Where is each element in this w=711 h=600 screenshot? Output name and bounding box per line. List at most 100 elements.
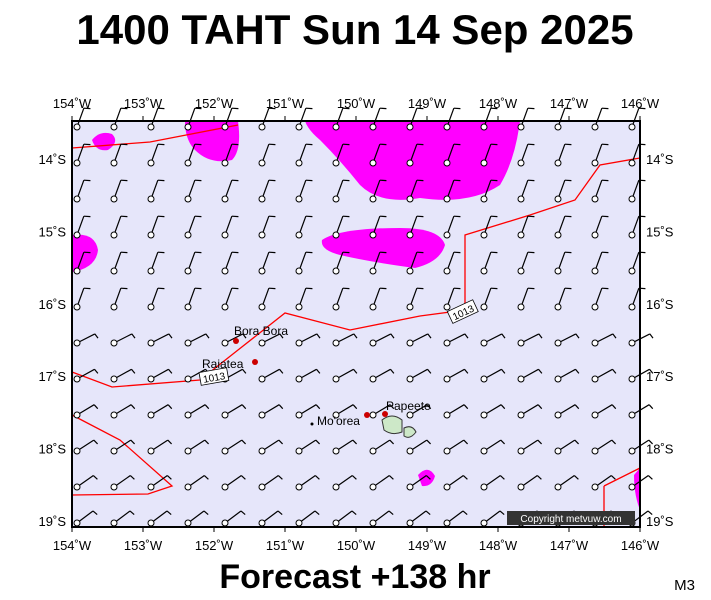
barb-flag <box>390 333 395 339</box>
barb-flag <box>277 510 283 516</box>
barb-station <box>295 267 303 275</box>
barb-station <box>73 195 81 203</box>
barb-station <box>147 159 155 167</box>
barb-flag <box>316 333 321 339</box>
barb-flag <box>427 368 432 374</box>
barb-station <box>258 339 266 347</box>
barb-flag <box>575 333 580 339</box>
lat-label: 17˚S <box>39 369 67 384</box>
barb-station <box>406 303 414 311</box>
barb-station <box>369 519 377 527</box>
rain-areas <box>72 121 640 510</box>
barb-flag <box>279 333 284 339</box>
lat-label: 15˚S <box>646 224 674 239</box>
footer: Forecast +138 hr <box>219 558 490 596</box>
barb-flag <box>315 404 321 410</box>
barb-station <box>591 339 599 347</box>
barb-station <box>147 267 155 275</box>
barb-station <box>295 411 303 419</box>
barb-station <box>480 411 488 419</box>
barb-station <box>258 195 266 203</box>
barb-flag <box>352 439 358 445</box>
barb-station <box>591 483 599 491</box>
barb-station <box>591 123 599 131</box>
barb-flag <box>500 439 506 445</box>
barb-flag <box>388 475 394 480</box>
barb-station <box>221 231 229 239</box>
barb-station <box>332 447 340 455</box>
barb-station <box>184 195 192 203</box>
barb-flag <box>315 439 321 445</box>
barb-station <box>591 267 599 275</box>
barb-station <box>295 159 303 167</box>
lon-label: 153˚W <box>124 96 163 111</box>
lon-label: 154˚W <box>53 96 92 111</box>
barb-station <box>295 123 303 131</box>
barb-station <box>369 267 377 275</box>
barb-flag <box>203 475 209 480</box>
lon-label: 151˚W <box>266 96 305 111</box>
barb-station <box>480 303 488 311</box>
barb-flag <box>575 368 580 374</box>
barb-station <box>480 483 488 491</box>
barb-station <box>184 303 192 311</box>
lat-label: 14˚S <box>39 152 67 167</box>
barb-station <box>517 447 525 455</box>
barb-flag <box>168 333 173 339</box>
barb-flag <box>464 333 469 339</box>
barb-flag <box>647 510 653 516</box>
barb-station <box>517 123 525 131</box>
barb-station <box>406 483 414 491</box>
barb-flag <box>314 475 320 480</box>
barb-station <box>110 339 118 347</box>
barb-station <box>480 339 488 347</box>
barb-flag <box>574 404 580 410</box>
barb-station <box>480 231 488 239</box>
barb-station <box>369 231 377 239</box>
barb-flag <box>574 439 580 445</box>
barb-station <box>406 267 414 275</box>
barb-station <box>369 123 377 131</box>
barb-flag <box>242 368 247 374</box>
barb-station <box>258 123 266 131</box>
barb-station <box>221 339 229 347</box>
barb-station <box>73 447 81 455</box>
barb-station <box>406 159 414 167</box>
barb-station <box>295 519 303 527</box>
barb-flag <box>611 439 617 445</box>
barb-station <box>628 483 636 491</box>
barb-station <box>147 339 155 347</box>
barb-flag <box>463 439 469 445</box>
barb-station <box>628 267 636 275</box>
barb-station <box>554 195 562 203</box>
barb-flag <box>389 439 395 445</box>
barb-station <box>517 375 525 383</box>
barb-station <box>628 375 636 383</box>
barb-station <box>73 339 81 347</box>
barb-station <box>73 159 81 167</box>
barb-station <box>406 195 414 203</box>
barb-station <box>332 339 340 347</box>
barb-flag <box>93 404 99 410</box>
barb-station <box>517 231 525 239</box>
place-label: Papeete <box>386 399 431 413</box>
lat-label: 19˚S <box>39 514 67 529</box>
barb-station <box>591 195 599 203</box>
barb-station <box>147 411 155 419</box>
lat-label: 15˚S <box>39 224 67 239</box>
barb-station <box>110 231 118 239</box>
lat-label: 18˚S <box>39 442 67 457</box>
barb-flag <box>278 439 284 445</box>
barb-flag <box>92 475 98 480</box>
barb-station <box>406 123 414 131</box>
barb-flag <box>94 333 99 339</box>
lon-label: 151˚W <box>266 538 305 553</box>
barb-flag <box>648 404 654 410</box>
barb-station <box>221 123 229 131</box>
barb-station <box>184 519 192 527</box>
barb-station <box>443 231 451 239</box>
barb-flag <box>316 368 321 374</box>
barb-station <box>258 159 266 167</box>
barb-station <box>147 123 155 131</box>
